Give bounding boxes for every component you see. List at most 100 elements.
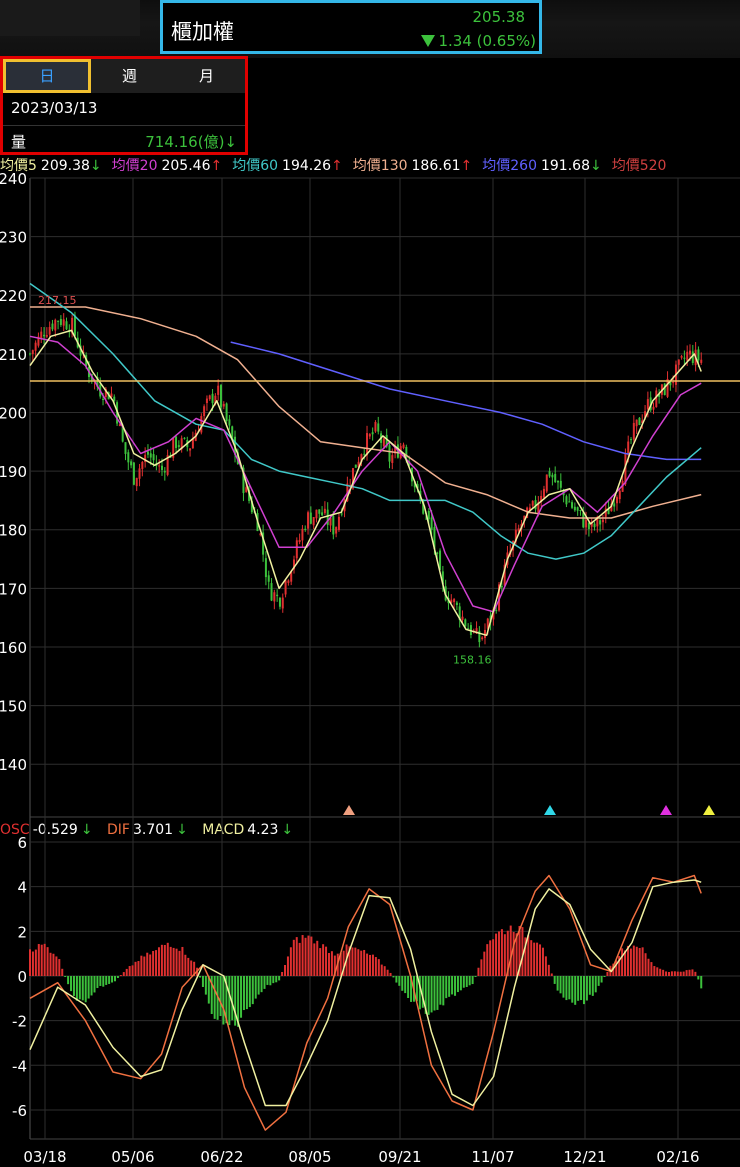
osc-bar (228, 975, 231, 1026)
candle-body (340, 513, 343, 515)
candle-body (371, 432, 374, 435)
tab-month[interactable]: 月 (198, 67, 214, 85)
osc-bar (201, 975, 204, 987)
osc-label: OSC (0, 822, 30, 838)
candle-body (441, 571, 444, 585)
macd-tick-label: -4 (12, 1057, 27, 1075)
osc-bar (155, 950, 158, 976)
osc-bar (225, 975, 228, 1024)
osc-bar (184, 954, 187, 976)
ma130-line (30, 306, 702, 519)
osc-bar (688, 969, 691, 976)
candle-body (158, 465, 161, 467)
osc-bar (600, 975, 603, 983)
dif-line (29, 874, 702, 1131)
candle-body (132, 462, 135, 485)
macd-arrow: ↓ (281, 822, 294, 838)
macd-tick-label: 2 (17, 923, 27, 941)
osc-bar (166, 942, 169, 976)
ma-legend: 均價5 209.38↓ 均價20 205.46↑ 均價60 194.26↑ 均價130 186… (0, 155, 740, 177)
tab-week[interactable]: 週 (121, 67, 137, 85)
ma-name: 均價20 (111, 158, 158, 174)
osc-bar (697, 975, 700, 980)
candle-body (48, 327, 51, 335)
osc-bar (559, 975, 562, 994)
osc-bar (257, 975, 260, 995)
osc-bar (354, 947, 357, 976)
osc-bar (298, 942, 301, 976)
candle-body (455, 602, 458, 606)
osc-bar (495, 933, 498, 976)
candle-body (613, 503, 616, 507)
osc-bar (401, 975, 404, 991)
osc-bar (131, 965, 134, 976)
candle-body (175, 436, 178, 449)
osc-bar (638, 948, 641, 976)
candle-body (298, 539, 301, 543)
candle-body (79, 345, 82, 356)
osc-bar (533, 942, 536, 976)
candle-body (377, 423, 380, 432)
ma-name: 均價60 (232, 158, 279, 174)
candle-body (262, 532, 265, 555)
time-tick-label: 08/05 (288, 1148, 331, 1166)
candle-body (65, 321, 68, 330)
osc-bar (380, 964, 383, 976)
osc-bar (577, 975, 580, 1001)
candle-body (604, 508, 607, 517)
osc-bar (357, 949, 360, 976)
time-tick-label: 05/06 (111, 1148, 154, 1166)
osc-bar (181, 946, 184, 976)
candle-body (290, 571, 293, 582)
osc-bar (659, 968, 662, 976)
candle-body (430, 517, 433, 530)
osc-bar (272, 975, 275, 984)
osc-bar (87, 975, 90, 999)
candle-body (284, 580, 287, 595)
price-tick-label: 210 (0, 346, 27, 364)
osc-bar (386, 969, 389, 976)
candle-body (531, 500, 534, 506)
index-header[interactable]: 櫃加權 205.38 1.34 (0.65%) (160, 0, 542, 54)
ma-name: 均價130 (352, 158, 408, 174)
osc-bar (40, 944, 43, 976)
candle-body (245, 487, 248, 493)
candle-body (630, 439, 633, 441)
candle-body (514, 529, 517, 542)
candle-body (34, 342, 37, 351)
osc-bar (527, 935, 530, 976)
candle-body (517, 528, 520, 532)
osc-bar (641, 947, 644, 976)
time-tick-label: 11/07 (471, 1148, 514, 1166)
candle-body (62, 319, 65, 326)
osc-bar (383, 966, 386, 976)
ma-legend-item: 均價260 191.68↓ (482, 155, 601, 177)
volume-value: 714.16(億)↓ (145, 133, 237, 151)
osc-bar (515, 933, 518, 976)
candle-body (385, 434, 388, 447)
time-tick-label: 02/16 (656, 1148, 699, 1166)
candle-body (632, 422, 635, 440)
osc-bar (509, 925, 512, 976)
osc-bar (553, 975, 556, 984)
price-tick-label: 150 (0, 698, 27, 716)
candle-body (191, 438, 194, 449)
osc-bar (415, 975, 418, 1002)
candle-body (601, 519, 604, 523)
candle-body (453, 599, 456, 603)
tab-day[interactable]: 日 (3, 59, 91, 93)
candle-body (250, 500, 253, 513)
candle-body (551, 474, 554, 478)
candle-body (363, 453, 366, 455)
osc-bar (404, 975, 407, 994)
osc-bar (492, 939, 495, 976)
candle-body (208, 395, 211, 400)
osc-bar (207, 975, 210, 1004)
candle-body (149, 453, 152, 458)
osc-bar (64, 975, 67, 977)
osc-bar (301, 935, 304, 976)
candle-body (96, 377, 99, 387)
candle-body (231, 426, 234, 440)
osc-bar (342, 950, 345, 976)
